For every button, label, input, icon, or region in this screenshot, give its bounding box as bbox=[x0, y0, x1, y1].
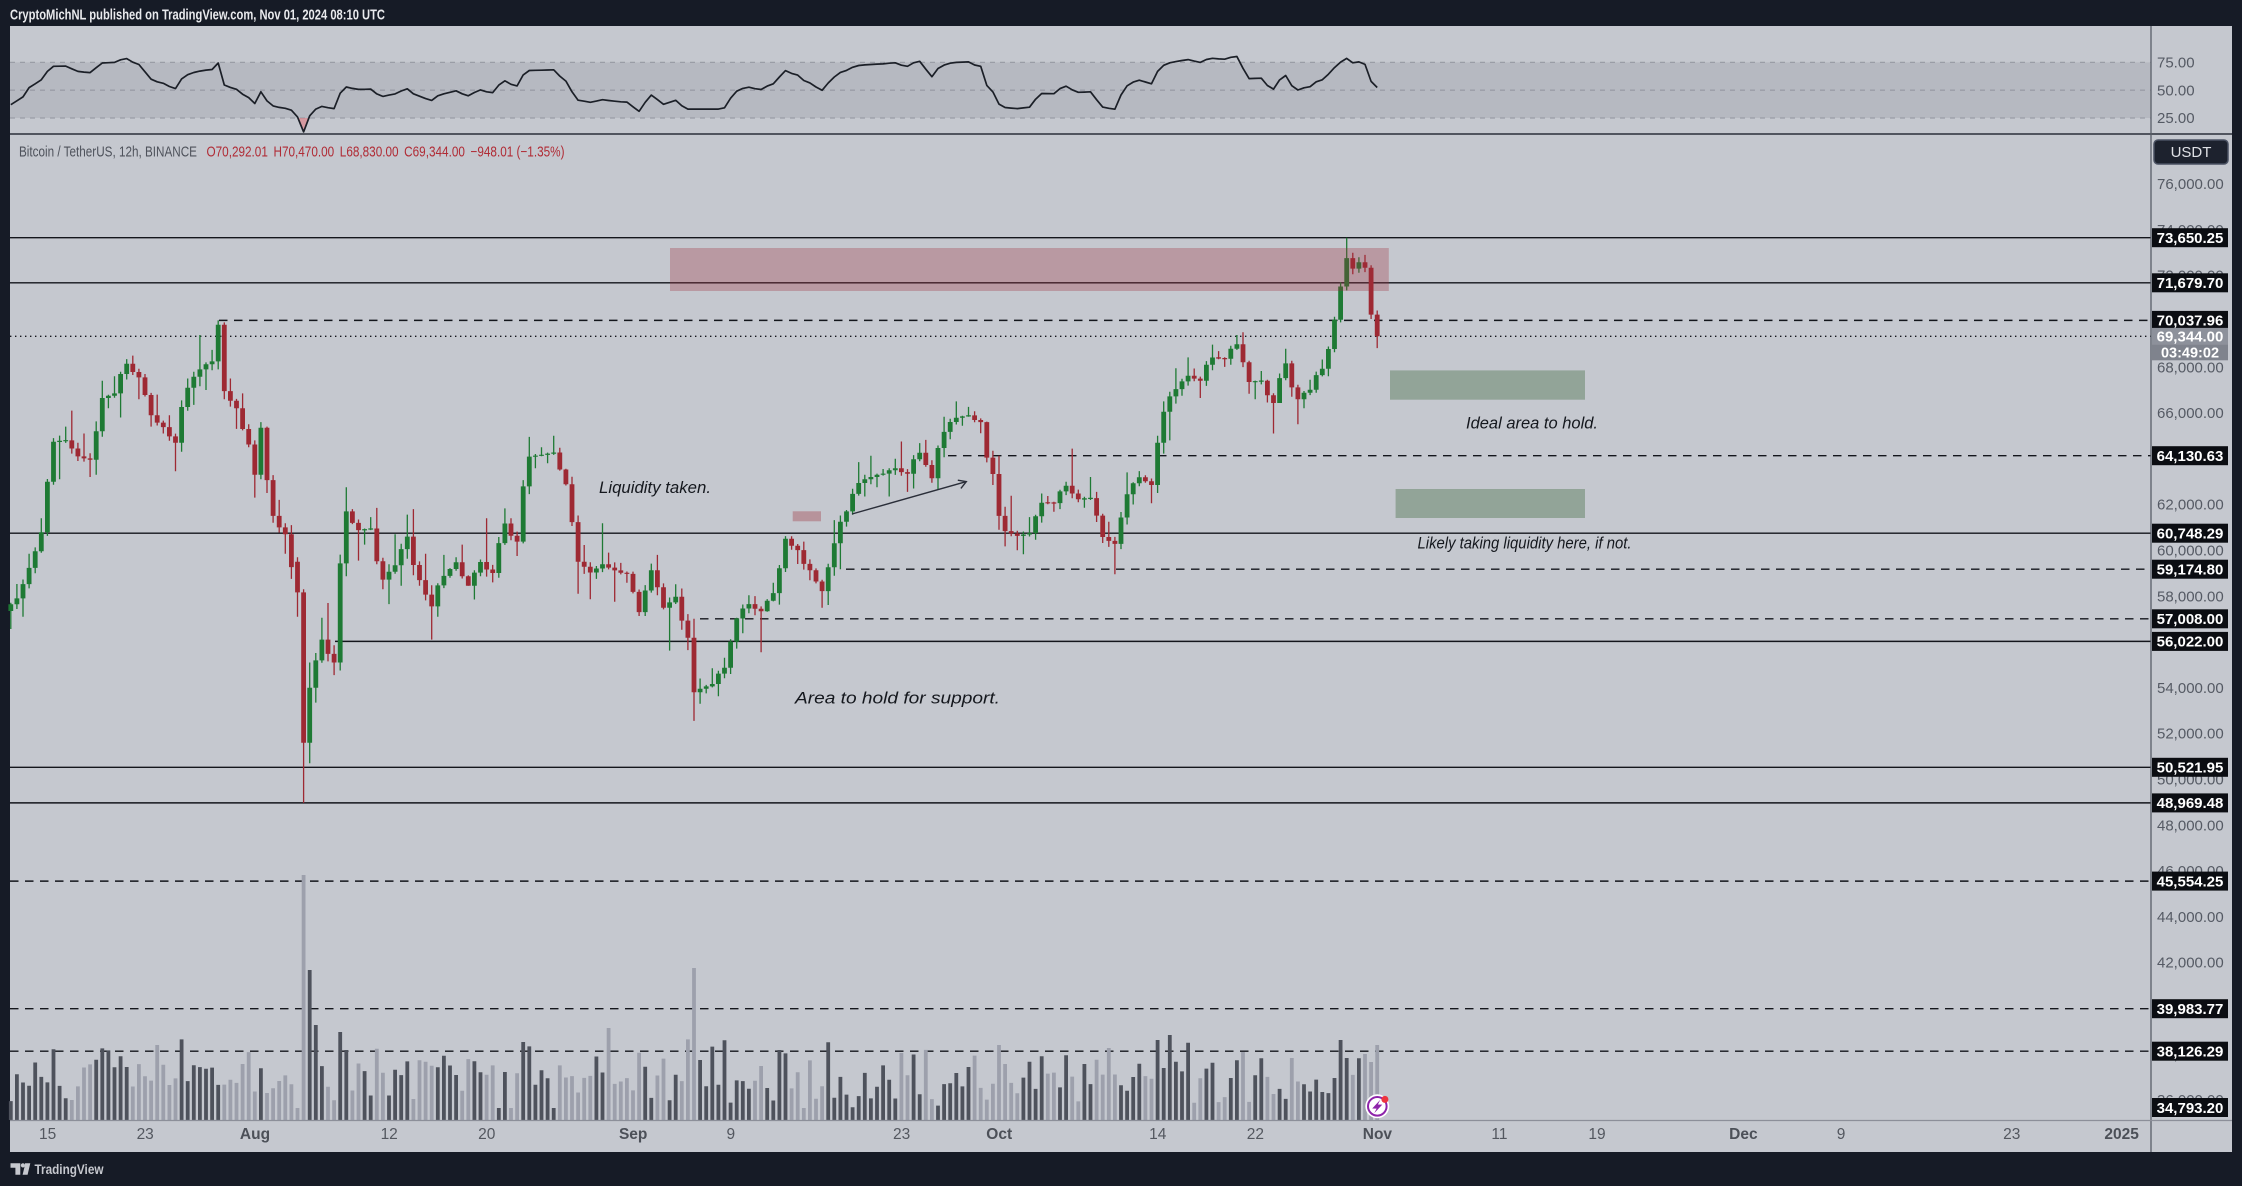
svg-text:64,130.63: 64,130.63 bbox=[2157, 448, 2224, 465]
svg-text:52,000.00: 52,000.00 bbox=[2157, 726, 2224, 743]
svg-text:Aug: Aug bbox=[240, 1126, 270, 1143]
svg-text:2025: 2025 bbox=[2104, 1126, 2139, 1143]
svg-text:Liquidity taken.: Liquidity taken. bbox=[599, 479, 711, 497]
svg-text:48,000.00: 48,000.00 bbox=[2157, 817, 2224, 834]
svg-text:Likely taking liquidity here,: Likely taking liquidity here, if not. bbox=[1418, 535, 1632, 553]
svg-text:22: 22 bbox=[1247, 1126, 1264, 1143]
svg-text:73,650.25: 73,650.25 bbox=[2157, 230, 2224, 247]
svg-text:71,679.70: 71,679.70 bbox=[2157, 275, 2224, 292]
svg-text:Oct: Oct bbox=[986, 1126, 1012, 1143]
svg-text:66,000.00: 66,000.00 bbox=[2157, 405, 2224, 422]
svg-text:50,521.95: 50,521.95 bbox=[2157, 760, 2224, 777]
svg-text:USDT: USDT bbox=[2171, 144, 2212, 161]
svg-text:60,748.29: 60,748.29 bbox=[2157, 526, 2224, 543]
svg-text:45,554.25: 45,554.25 bbox=[2157, 873, 2224, 890]
svg-text:15: 15 bbox=[39, 1126, 56, 1143]
svg-text:9: 9 bbox=[726, 1126, 735, 1143]
svg-text:54,000.00: 54,000.00 bbox=[2157, 680, 2224, 697]
svg-text:76,000.00: 76,000.00 bbox=[2157, 176, 2224, 193]
svg-text:42,000.00: 42,000.00 bbox=[2157, 955, 2224, 972]
svg-text:62,000.00: 62,000.00 bbox=[2157, 497, 2224, 514]
svg-text:69,344.00: 69,344.00 bbox=[2157, 328, 2224, 345]
svg-text:57,008.00: 57,008.00 bbox=[2157, 611, 2224, 628]
svg-text:50.00: 50.00 bbox=[2157, 82, 2195, 99]
svg-text:Area to hold for support.: Area to hold for support. bbox=[794, 690, 1000, 708]
svg-text:TradingView: TradingView bbox=[35, 1161, 104, 1177]
svg-text:O70,292.01 H70,470.00 L68,83: O70,292.01 H70,470.00 L68,830.00 C69,344… bbox=[207, 145, 565, 161]
svg-text:23: 23 bbox=[893, 1126, 910, 1143]
svg-text:58,000.00: 58,000.00 bbox=[2157, 588, 2224, 605]
svg-text:68,000.00: 68,000.00 bbox=[2157, 359, 2224, 376]
svg-text:12: 12 bbox=[381, 1126, 398, 1143]
svg-text:39,983.77: 39,983.77 bbox=[2157, 1001, 2224, 1018]
svg-text:19: 19 bbox=[1588, 1126, 1605, 1143]
svg-text:56,022.00: 56,022.00 bbox=[2157, 634, 2224, 651]
svg-text:70,037.96: 70,037.96 bbox=[2157, 313, 2224, 330]
svg-text:11: 11 bbox=[1491, 1126, 1507, 1143]
svg-text:Nov: Nov bbox=[1363, 1126, 1393, 1143]
svg-text:03:49:02: 03:49:02 bbox=[2161, 345, 2219, 361]
svg-text:60,000.00: 60,000.00 bbox=[2157, 543, 2224, 560]
svg-text:23: 23 bbox=[2003, 1126, 2020, 1143]
svg-text:14: 14 bbox=[1149, 1126, 1167, 1143]
svg-text:Dec: Dec bbox=[1729, 1126, 1758, 1143]
svg-text:44,000.00: 44,000.00 bbox=[2157, 909, 2224, 926]
svg-text:CryptoMichNL published on Trad: CryptoMichNL published on TradingView.co… bbox=[10, 7, 385, 24]
svg-text:75.00: 75.00 bbox=[2157, 55, 2195, 72]
svg-text:59,174.80: 59,174.80 bbox=[2157, 562, 2224, 579]
svg-text:Ideal area to hold.: Ideal area to hold. bbox=[1466, 415, 1598, 433]
svg-text:38,126.29: 38,126.29 bbox=[2157, 1044, 2224, 1061]
svg-text:48,969.48: 48,969.48 bbox=[2157, 795, 2224, 812]
svg-text:Sep: Sep bbox=[619, 1126, 647, 1143]
svg-text:Bitcoin / TetherUS, 12h, BINAN: Bitcoin / TetherUS, 12h, BINANCE bbox=[19, 145, 197, 161]
svg-text:9: 9 bbox=[1837, 1126, 1846, 1143]
svg-text:20: 20 bbox=[478, 1126, 496, 1143]
svg-text:23: 23 bbox=[137, 1126, 154, 1143]
svg-text:34,793.20: 34,793.20 bbox=[2157, 1100, 2224, 1117]
svg-text:25.00: 25.00 bbox=[2157, 110, 2195, 127]
